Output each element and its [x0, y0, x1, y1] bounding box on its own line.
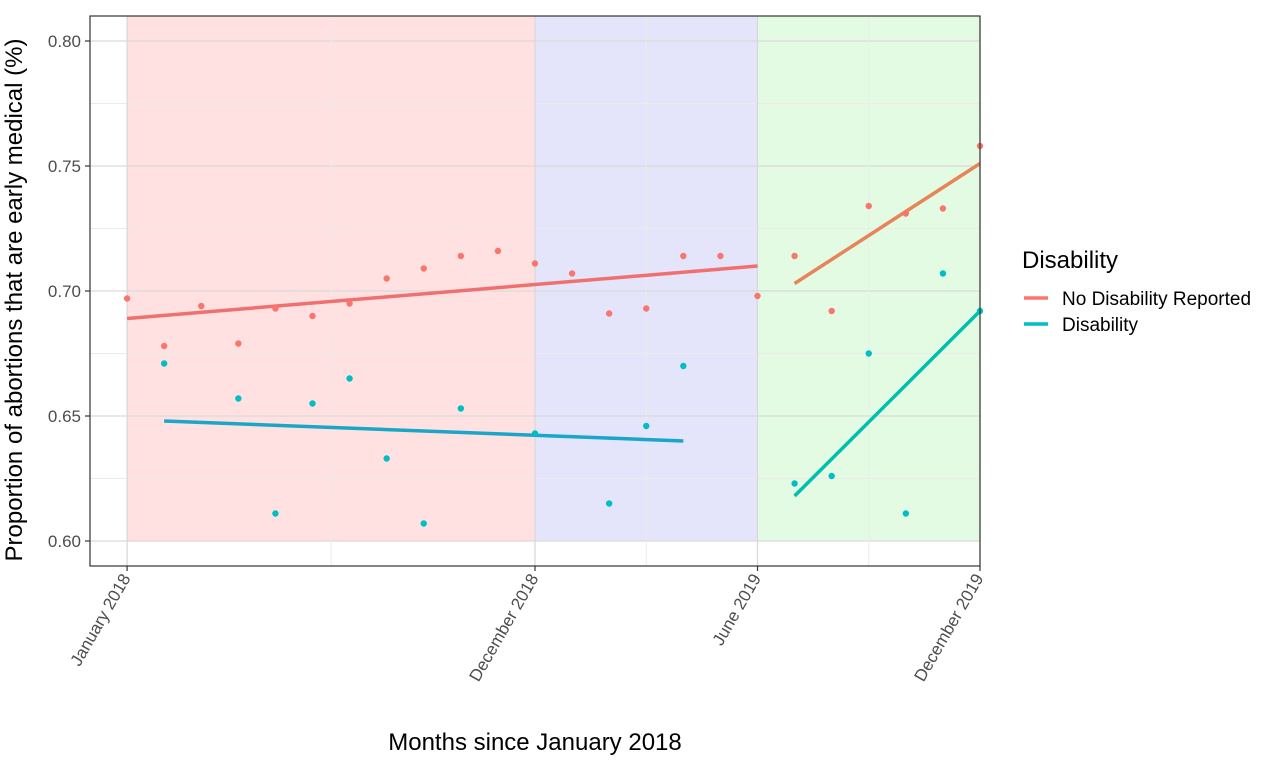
data-point-disability [680, 362, 687, 370]
data-point-no-disability [531, 260, 539, 267]
data-point-no-disability [717, 252, 724, 260]
data-point-no-disability [123, 295, 131, 302]
data-point-disability [605, 500, 613, 507]
x-tick-label: December 2019 [911, 571, 988, 685]
x-tick-label: June 2019 [709, 571, 765, 649]
data-point-no-disability [272, 305, 279, 312]
data-point-no-disability [865, 202, 872, 210]
gridlines [90, 16, 981, 566]
data-point-disability [383, 455, 390, 462]
y-tick-label: 0.65 [48, 407, 81, 426]
data-point-no-disability [902, 210, 910, 217]
data-point-no-disability [457, 252, 465, 260]
y-tick-label: 0.60 [48, 532, 81, 551]
data-points [123, 142, 984, 527]
data-point-disability [902, 510, 910, 517]
data-point-disability [272, 510, 279, 517]
trend-line-disability-2 [793, 309, 982, 498]
trend-lines [126, 162, 982, 498]
data-point-disability [939, 270, 947, 277]
data-point-disability [531, 430, 539, 437]
data-point-disability [420, 520, 427, 527]
data-point-no-disability [160, 342, 168, 350]
y-axis-title: Proportion of abortions that are early m… [1, 39, 28, 562]
data-point-no-disability [494, 247, 502, 255]
data-point-no-disability [346, 300, 353, 307]
x-axis-title: Months since January 2018 [388, 729, 682, 756]
legend-label-disability: Disability [1062, 315, 1139, 336]
legend-entries: No Disability Reported Disability [1024, 289, 1251, 336]
y-tick-label: 0.70 [48, 282, 81, 301]
data-point-no-disability [791, 252, 798, 260]
data-point-disability [346, 375, 353, 382]
data-point-no-disability [309, 312, 316, 320]
data-point-no-disability [828, 307, 835, 315]
data-point-disability [309, 400, 316, 407]
y-tick-label: 0.75 [48, 157, 81, 176]
x-tick-label: January 2018 [67, 571, 135, 670]
data-point-disability [160, 360, 168, 367]
data-point-no-disability [605, 310, 613, 317]
data-point-no-disability [420, 265, 427, 272]
x-tick-label: December 2018 [466, 571, 543, 685]
legend-title: Disability [1022, 247, 1118, 274]
y-tick-label: 0.80 [48, 32, 81, 51]
data-point-no-disability [568, 270, 576, 277]
legend-label-no-disability: No Disability Reported [1062, 289, 1251, 310]
trend-line-no-disability-2 [793, 162, 981, 285]
y-axis: 0.60 0.65 0.70 0.75 0.80 [48, 32, 90, 551]
data-point-no-disability [939, 205, 947, 212]
x-axis: January 2018 December 2018 June 2019 Decemb… [67, 566, 988, 685]
data-point-no-disability [198, 302, 205, 310]
data-point-disability [643, 422, 650, 430]
data-point-disability [828, 472, 835, 480]
trend-line-no-disability-1 [126, 264, 758, 321]
data-point-no-disability [235, 340, 242, 347]
legend: Disability No Disability Reported Disabil… [1022, 247, 1251, 336]
data-point-no-disability [680, 252, 687, 260]
data-point-no-disability [754, 292, 761, 300]
data-point-no-disability [643, 305, 650, 312]
data-point-disability [457, 405, 465, 412]
data-point-disability [791, 480, 798, 487]
trend-line-disability-1 [164, 419, 684, 443]
data-point-disability [865, 350, 872, 357]
data-point-no-disability [383, 275, 390, 282]
data-point-disability [235, 395, 242, 402]
